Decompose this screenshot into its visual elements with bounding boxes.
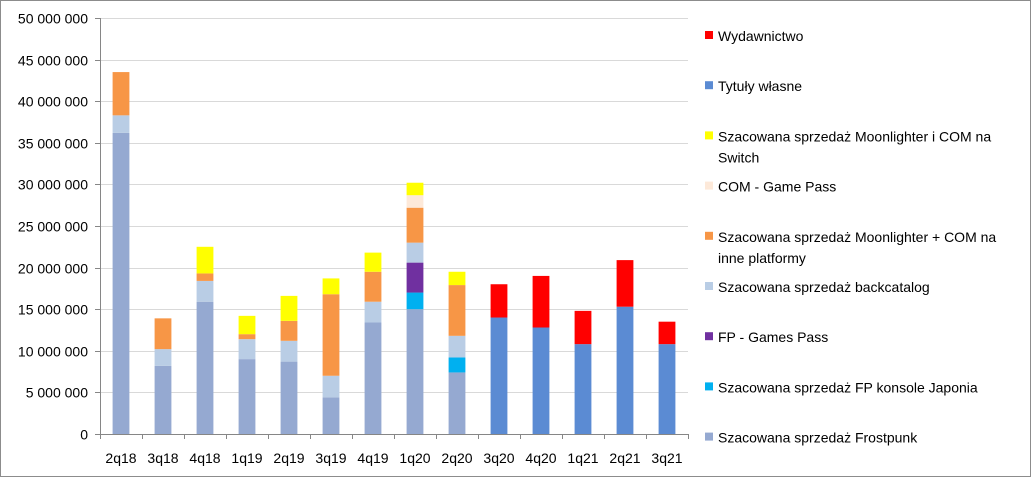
bar-segment xyxy=(112,132,130,435)
legend-swatch xyxy=(705,181,713,190)
bar-segment xyxy=(364,301,382,323)
legend: Wydawnictwo Tytuły własne Szacowana sprzed… xyxy=(705,28,996,446)
axes: 0 5 000 000 10 000 000 15 000 000 20 000 000… xyxy=(18,11,689,466)
bar-segment xyxy=(616,306,634,434)
x-tick-label: 4q19 xyxy=(357,450,388,466)
bar-segment xyxy=(574,310,592,345)
x-tick-label: 3q20 xyxy=(483,450,514,466)
y-tick-label: 20 000 000 xyxy=(18,261,88,277)
y-tick-label: 0 xyxy=(80,427,88,443)
x-tick-label: 3q18 xyxy=(147,450,178,466)
y-tick-label: 40 000 000 xyxy=(18,94,88,110)
bar-segment xyxy=(406,292,424,310)
legend-label: Switch xyxy=(718,149,759,165)
bar-segment xyxy=(238,315,256,335)
bar-segment xyxy=(322,397,340,434)
bar-segment xyxy=(280,361,298,434)
y-tick-label: 50 000 000 xyxy=(18,11,88,27)
bar-segment xyxy=(196,280,214,302)
legend-label: Tytuły własne xyxy=(718,78,802,94)
legend-label: Wydawnictwo xyxy=(718,28,804,44)
bar-segment xyxy=(406,207,424,243)
y-tick-label: 5 000 000 xyxy=(26,385,88,401)
bar-segment xyxy=(406,195,424,208)
bar-segment xyxy=(448,285,466,336)
legend-label: Szacowana sprzedaż FP konsole Japonia xyxy=(718,379,978,395)
bar-segment xyxy=(406,309,424,434)
bar-segment xyxy=(112,115,130,133)
legend-label: FP - Games Pass xyxy=(718,329,828,345)
bars xyxy=(112,72,676,435)
bar-segment xyxy=(196,273,214,281)
bar-segment xyxy=(574,344,592,434)
y-tick-label: 35 000 000 xyxy=(18,136,88,152)
bar-segment xyxy=(280,340,298,362)
x-tick-label: 3q19 xyxy=(315,450,346,466)
legend-swatch xyxy=(705,332,713,341)
y-tick-label: 10 000 000 xyxy=(18,344,88,360)
legend-label: inne platformy xyxy=(718,250,806,266)
legend-swatch xyxy=(705,131,713,140)
bar-segment xyxy=(658,344,676,434)
bar-segment xyxy=(406,242,424,263)
legend-swatch xyxy=(705,432,713,441)
bar-segment xyxy=(364,252,382,272)
bar-segment xyxy=(154,365,172,434)
bar-segment xyxy=(532,275,550,328)
x-tick-label: 2q20 xyxy=(441,450,472,466)
x-tick-label: 1q21 xyxy=(567,450,598,466)
bar-segment xyxy=(322,294,340,376)
y-tick-label: 45 000 000 xyxy=(18,53,88,69)
bar-segment xyxy=(280,320,298,341)
bar-segment xyxy=(448,271,466,286)
bar-segment xyxy=(448,357,466,373)
bar-segment xyxy=(616,260,634,307)
legend-swatch xyxy=(705,282,713,290)
y-tick-label: 30 000 000 xyxy=(18,177,88,193)
x-tick-label: 2q19 xyxy=(273,450,304,466)
bar-segment xyxy=(238,359,256,434)
bar-segment xyxy=(322,278,340,295)
bar-segment xyxy=(280,295,298,321)
y-tick-label: 25 000 000 xyxy=(18,219,88,235)
legend-label: Szacowana sprzedaż backcatalog xyxy=(718,279,930,295)
x-tick-label: 3q21 xyxy=(651,450,682,466)
x-tick-label: 2q18 xyxy=(105,450,136,466)
bar-segment xyxy=(532,327,550,434)
bar-segment xyxy=(154,318,172,350)
x-tick-label: 4q18 xyxy=(189,450,220,466)
x-tick-label: 2q21 xyxy=(609,450,640,466)
x-tick-label: 1q19 xyxy=(231,450,262,466)
legend-label: COM - Game Pass xyxy=(718,179,836,195)
bar-segment xyxy=(406,262,424,293)
bar-segment xyxy=(196,301,214,434)
x-tick-label: 1q20 xyxy=(399,450,430,466)
bar-segment xyxy=(238,339,256,360)
bar-segment xyxy=(154,349,172,366)
legend-label: Szacowana sprzedaż Moonlighter i COM na xyxy=(718,128,991,144)
legend-label: Szacowana sprzedaż Frostpunk xyxy=(718,430,918,446)
y-tick-label: 15 000 000 xyxy=(18,302,88,318)
bar-segment xyxy=(490,317,508,434)
legend-label: Szacowana sprzedaż Moonlighter + COM na xyxy=(718,229,996,245)
bar-segment xyxy=(448,372,466,434)
bar-segment xyxy=(448,335,466,358)
bar-segment xyxy=(364,271,382,302)
bar-segment xyxy=(364,322,382,434)
bar-segment xyxy=(196,246,214,274)
legend-swatch xyxy=(705,382,713,391)
bar-segment xyxy=(112,72,130,116)
legend-swatch xyxy=(705,231,713,240)
bar-segment xyxy=(658,321,676,345)
bar-segment xyxy=(322,375,340,398)
x-tick-label: 4q20 xyxy=(525,450,556,466)
legend-swatch xyxy=(705,81,713,90)
bar-segment xyxy=(238,334,256,340)
bar-segment xyxy=(490,284,508,318)
legend-swatch xyxy=(705,31,713,39)
bar-segment xyxy=(406,182,424,196)
gridlines xyxy=(100,18,688,393)
